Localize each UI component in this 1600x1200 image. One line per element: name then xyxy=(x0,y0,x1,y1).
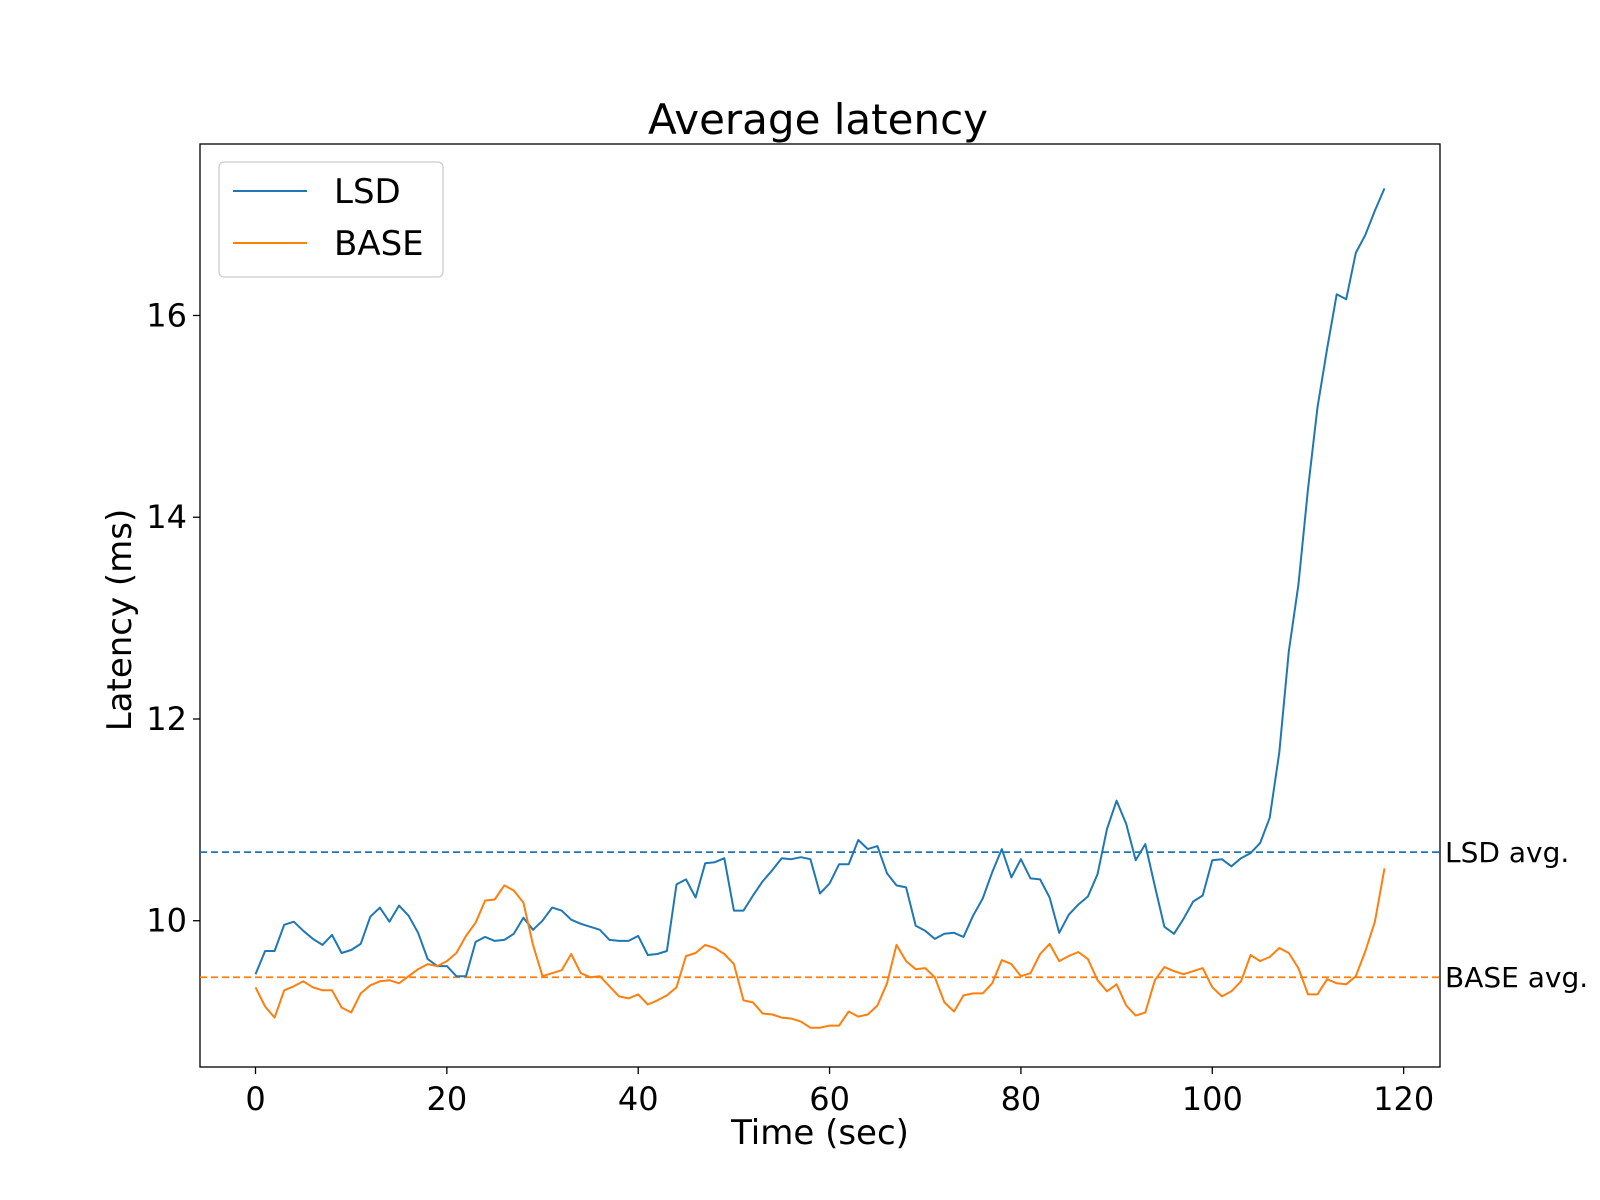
plot-frame xyxy=(199,143,1441,1068)
x-tick-label: 100 xyxy=(1182,1080,1243,1118)
y-tick-label: 16 xyxy=(146,296,187,334)
legend-label-base: BASE xyxy=(334,224,424,264)
x-tick-label: 40 xyxy=(618,1080,659,1118)
y-tick-label: 14 xyxy=(146,498,187,536)
y-tick-label: 12 xyxy=(146,700,187,738)
y-tick-label: 10 xyxy=(146,902,187,940)
x-tick-label: 20 xyxy=(426,1080,467,1118)
y-axis-label: Latency (ms) xyxy=(100,509,140,732)
x-axis-label: Time (sec) xyxy=(730,1113,909,1153)
series-line-base xyxy=(254,868,1386,1029)
reference-lines: LSD avg. BASE avg. xyxy=(200,836,1588,994)
x-tick-label: 80 xyxy=(1001,1080,1042,1118)
legend-label-lsd: LSD xyxy=(334,172,401,212)
axis-ticks: 0 20 40 60 80 100 120 10 12 14 16 xyxy=(146,296,1434,1118)
x-tick-label: 60 xyxy=(809,1080,850,1118)
legend: LSD BASE xyxy=(218,161,444,278)
reference-label-lsd-avg: LSD avg. xyxy=(1445,836,1569,869)
series-lines xyxy=(254,188,1386,1029)
chart-title: Average latency xyxy=(648,95,988,144)
x-tick-label: 0 xyxy=(245,1080,265,1118)
reference-label-base-avg: BASE avg. xyxy=(1445,961,1588,994)
series-line-lsd xyxy=(254,188,1386,978)
x-tick-label: 120 xyxy=(1373,1080,1434,1118)
